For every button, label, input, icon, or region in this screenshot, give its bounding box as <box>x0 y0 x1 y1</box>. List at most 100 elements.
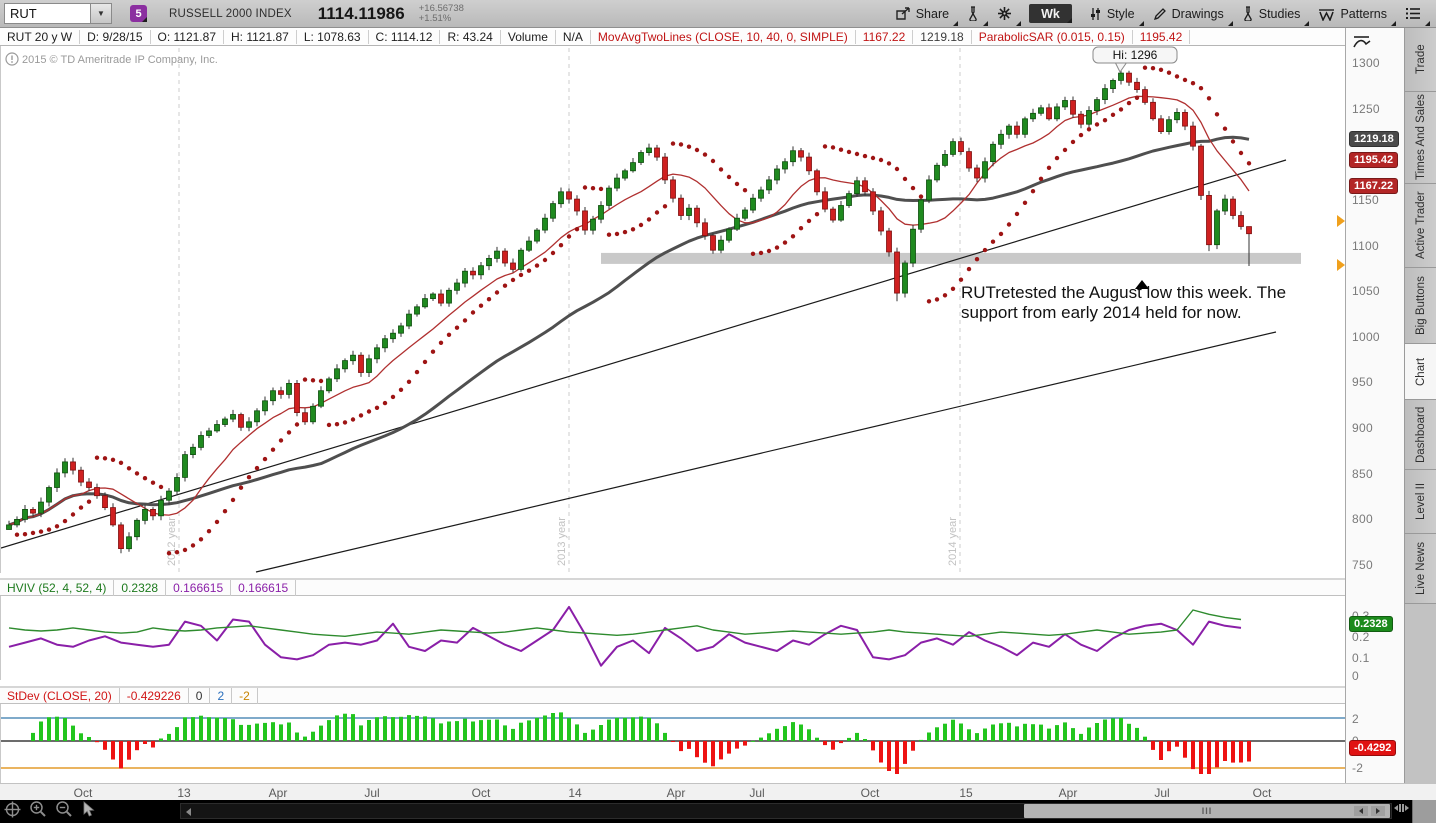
candle <box>94 487 100 497</box>
time-scrollbar-thumb[interactable]: III <box>1024 804 1390 818</box>
stdev-bar <box>967 729 971 741</box>
annotation-line1: RUTretested the August low this week. Th… <box>961 283 1286 302</box>
symbol-description: RUSSELL 2000 INDEX <box>169 7 292 20</box>
parabolic-sar-dot <box>1070 139 1076 145</box>
parabolic-sar-dot <box>1094 122 1100 127</box>
parabolic-sar-dot <box>966 266 972 272</box>
hviv-study-header: HVIV (52, 4, 52, 4) 0.2328 0.166615 0.16… <box>0 578 1345 597</box>
parabolic-sar-dot <box>422 359 428 365</box>
style-button[interactable]: Style <box>1080 2 1144 26</box>
scroll-step-left-button[interactable] <box>1354 806 1368 816</box>
candle <box>1238 215 1244 227</box>
symbol-dropdown-button[interactable]: ▼ <box>90 3 112 24</box>
candle <box>598 205 604 220</box>
resize-corner[interactable] <box>1412 800 1436 823</box>
candle <box>150 508 156 517</box>
stdev-bar <box>759 737 763 741</box>
parabolic-sar-dot <box>878 157 884 163</box>
menu-list-button[interactable] <box>1396 2 1430 26</box>
sma_slow-line <box>8 135 1250 527</box>
stdev-bar <box>335 715 339 741</box>
parabolic-sar-dot <box>1238 150 1244 156</box>
stdev-bar <box>1095 723 1099 741</box>
candle <box>510 262 516 270</box>
side-tab-chart[interactable]: Chart <box>1405 344 1436 400</box>
price-chart-canvas[interactable]: 2012 year 2013 year 2014 year 2015 © TD Ame… <box>0 46 1346 573</box>
candle <box>198 435 204 448</box>
side-tab-active-trader[interactable]: Active Trader <box>1405 184 1436 268</box>
parabolic-sar-dot <box>30 530 36 536</box>
side-tab-live-news[interactable]: Live News <box>1405 534 1436 604</box>
stdev-param-0: 0 <box>189 688 211 705</box>
patterns-button[interactable]: Patterns <box>1309 2 1396 26</box>
zoom-out-icon[interactable] <box>55 800 73 823</box>
axis-scale-icon[interactable] <box>1351 33 1373 58</box>
scrollbar-left-arrow-icon[interactable] <box>186 808 191 816</box>
symbol-input[interactable] <box>4 3 90 24</box>
stdev-study-label[interactable]: StDev (CLOSE, 20) <box>0 688 120 705</box>
stdev-bar <box>735 741 739 749</box>
parabolic-sar-dot <box>1110 112 1116 118</box>
stdev-bar <box>671 741 675 742</box>
stdev-bar <box>135 741 139 751</box>
settings-button[interactable] <box>988 2 1022 26</box>
stdev-bar <box>511 728 515 741</box>
flag-badge[interactable]: 5 <box>130 5 147 22</box>
price-axis[interactable]: 1300 1250 1150 1100 1050 1000 950 900 850 800 750 0… <box>1345 28 1404 783</box>
volume-label: Volume <box>501 29 556 44</box>
time-axis[interactable]: Oct 13 Apr Jul Oct 14 Apr Jul Oct 15 Apr Jul Oct <box>0 783 1436 800</box>
change-percent: +1.51% <box>418 12 452 24</box>
time-scrollbar-track[interactable]: III <box>180 803 1392 819</box>
side-tab-trade[interactable]: Trade <box>1405 28 1436 92</box>
stdev-bar <box>167 733 171 741</box>
crosshair-icon[interactable] <box>4 801 21 823</box>
scroll-step-right-button[interactable] <box>1371 806 1385 816</box>
stdev-study-panel[interactable] <box>0 704 1346 783</box>
hviv-study-panel[interactable] <box>0 596 1346 680</box>
volume-value: N/A <box>556 29 591 44</box>
stdev-bar <box>31 732 35 741</box>
scrollbar-grip[interactable]: III <box>1201 806 1213 816</box>
side-tab-level-ii[interactable]: Level II <box>1405 470 1436 534</box>
stdev-bar <box>159 738 163 741</box>
time-axis-label: Oct <box>471 786 491 800</box>
parabolic-sar-dot <box>238 485 244 490</box>
parabolic-sar-dot <box>886 161 892 166</box>
candle <box>902 262 908 294</box>
stdev-bar <box>831 741 835 750</box>
parabolicsar-study-label[interactable]: ParabolicSAR (0.015, 0.15) <box>972 29 1133 44</box>
cursor-icon[interactable] <box>81 801 95 822</box>
main-price-chart[interactable]: 2012 year 2013 year 2014 year 2015 © TD Ame… <box>0 46 1346 573</box>
timeframe-button[interactable]: Wk <box>1029 4 1072 23</box>
drawings-button[interactable]: Drawings <box>1144 2 1233 26</box>
movavg-study-label[interactable]: MovAvgTwoLines (CLOSE, 10, 40, 0, SIMPLE… <box>591 29 856 44</box>
stdev-bar <box>1007 722 1011 741</box>
pan-expand-icon[interactable] <box>1394 804 1409 812</box>
parabolic-sar-dot <box>22 532 28 537</box>
parabolic-sar-dot <box>262 456 268 462</box>
parabolic-sar-dot <box>798 226 804 231</box>
stdev-bar <box>911 741 915 751</box>
stdev-bar <box>279 724 283 741</box>
candle <box>774 168 780 181</box>
candle <box>974 167 980 179</box>
flask-tool-button[interactable] <box>958 2 989 26</box>
hviv-value-2: 0.166615 <box>166 580 232 597</box>
stdev-bar <box>559 712 563 741</box>
side-tab-big-buttons[interactable]: Big Buttons <box>1405 268 1436 344</box>
candle <box>6 524 12 530</box>
studies-button[interactable]: Studies <box>1233 2 1310 26</box>
zoom-in-icon[interactable] <box>29 800 47 823</box>
candle <box>686 207 692 216</box>
hviv-study-label[interactable]: HVIV (52, 4, 52, 4) <box>0 580 115 597</box>
candle <box>550 203 556 219</box>
parabolic-sar-dot <box>1054 155 1060 161</box>
candle <box>718 239 724 251</box>
side-tab-dashboard[interactable]: Dashboard <box>1405 400 1436 470</box>
candle <box>46 487 52 503</box>
share-button[interactable]: Share <box>887 2 959 26</box>
stdev-bar <box>999 723 1003 741</box>
quote-open: O: 1121.87 <box>151 29 224 44</box>
side-tab-times-and-sales[interactable]: Times And Sales <box>1405 92 1436 184</box>
stdev-bar <box>1231 741 1235 763</box>
